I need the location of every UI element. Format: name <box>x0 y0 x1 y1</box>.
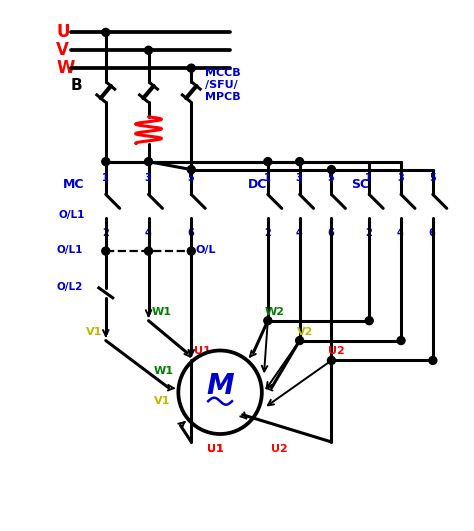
Text: W1: W1 <box>152 307 172 316</box>
Text: O/L: O/L <box>195 245 216 255</box>
Text: V2: V2 <box>297 327 313 337</box>
Circle shape <box>145 247 153 255</box>
Text: W1: W1 <box>154 366 173 376</box>
Text: U2: U2 <box>328 346 345 356</box>
Circle shape <box>328 166 336 174</box>
Text: 5: 5 <box>187 174 194 184</box>
Circle shape <box>187 247 195 255</box>
Text: O/L2: O/L2 <box>56 282 82 292</box>
Text: O/L1: O/L1 <box>56 245 82 255</box>
Text: 4: 4 <box>397 228 404 238</box>
Text: 6: 6 <box>429 228 436 238</box>
Circle shape <box>264 316 272 324</box>
Text: 4: 4 <box>145 228 151 238</box>
Text: SC: SC <box>351 178 369 192</box>
Text: 6: 6 <box>187 228 194 238</box>
Text: 2: 2 <box>102 228 109 238</box>
Text: V1: V1 <box>86 327 102 337</box>
Circle shape <box>429 356 437 364</box>
Circle shape <box>145 158 153 166</box>
Text: U1: U1 <box>207 444 224 454</box>
Text: U: U <box>56 23 70 41</box>
Text: 5: 5 <box>328 174 334 184</box>
Text: /SFU/: /SFU/ <box>205 80 238 90</box>
Circle shape <box>102 158 110 166</box>
Text: 3: 3 <box>397 174 404 184</box>
Text: U2: U2 <box>271 444 288 454</box>
Text: O/L1: O/L1 <box>58 210 84 220</box>
Circle shape <box>145 46 153 54</box>
Text: V: V <box>56 41 69 59</box>
Circle shape <box>296 158 304 166</box>
Text: 1: 1 <box>264 174 271 184</box>
Circle shape <box>102 28 110 36</box>
Text: 6: 6 <box>328 228 334 238</box>
Text: U1: U1 <box>194 346 211 356</box>
Text: DC: DC <box>248 178 267 192</box>
Circle shape <box>397 337 405 345</box>
Text: W2: W2 <box>265 307 285 316</box>
Text: MPCB: MPCB <box>205 92 241 102</box>
Circle shape <box>187 166 195 174</box>
Text: 4: 4 <box>296 228 302 238</box>
Text: MC: MC <box>63 178 84 192</box>
Circle shape <box>296 337 304 345</box>
Text: 2: 2 <box>264 228 271 238</box>
Text: 3: 3 <box>145 174 151 184</box>
Text: W: W <box>56 59 74 77</box>
Circle shape <box>365 316 373 324</box>
Circle shape <box>264 158 272 166</box>
Text: B: B <box>71 78 82 93</box>
Text: M: M <box>206 372 234 400</box>
Text: 5: 5 <box>429 174 436 184</box>
Circle shape <box>187 64 195 72</box>
Circle shape <box>328 356 336 364</box>
Text: 2: 2 <box>365 228 372 238</box>
Text: 1: 1 <box>365 174 372 184</box>
Text: 1: 1 <box>102 174 109 184</box>
Text: 3: 3 <box>296 174 302 184</box>
Text: MCCB: MCCB <box>205 68 241 78</box>
Text: V1: V1 <box>154 396 170 406</box>
Circle shape <box>102 247 110 255</box>
Text: U1: U1 <box>207 444 224 454</box>
